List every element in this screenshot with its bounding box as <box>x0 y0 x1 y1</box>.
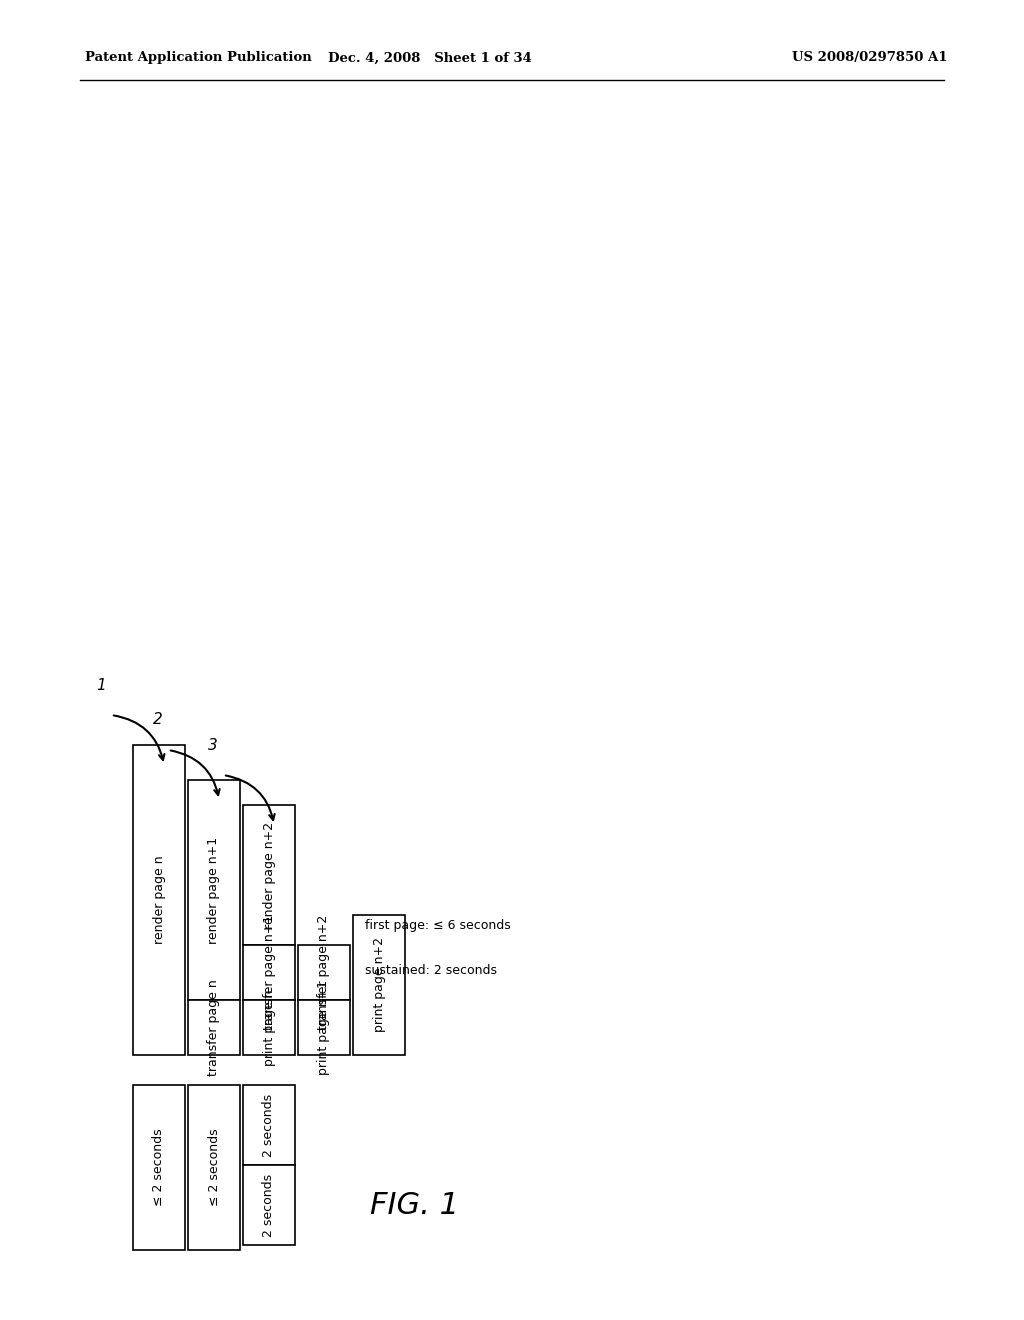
Text: transfer page n+1: transfer page n+1 <box>262 915 275 1030</box>
Text: print page n+2: print page n+2 <box>373 937 385 1032</box>
Bar <box>188 1001 240 1055</box>
Text: print page n+1: print page n+1 <box>317 979 331 1074</box>
Text: 1: 1 <box>96 677 105 693</box>
Bar <box>188 780 240 1001</box>
Bar <box>243 945 295 1001</box>
Text: 2 seconds: 2 seconds <box>262 1173 275 1237</box>
Text: sustained: 2 seconds: sustained: 2 seconds <box>365 964 497 977</box>
Bar <box>243 1166 295 1245</box>
Text: render page n+1: render page n+1 <box>208 837 220 944</box>
Bar <box>243 1001 295 1055</box>
Bar <box>188 1085 240 1250</box>
Text: FIG. 1: FIG. 1 <box>370 1191 459 1220</box>
Bar <box>243 805 295 945</box>
Text: transfer page n: transfer page n <box>208 979 220 1076</box>
Bar <box>133 1085 185 1250</box>
Bar <box>298 945 350 1001</box>
Text: US 2008/0297850 A1: US 2008/0297850 A1 <box>793 51 948 65</box>
Text: ≤ 2 seconds: ≤ 2 seconds <box>153 1129 166 1206</box>
Text: Patent Application Publication: Patent Application Publication <box>85 51 311 65</box>
Text: 3: 3 <box>208 738 218 752</box>
Text: render page n+2: render page n+2 <box>262 821 275 928</box>
Text: 2 seconds: 2 seconds <box>262 1093 275 1156</box>
Text: 2: 2 <box>154 713 163 727</box>
Bar <box>243 1085 295 1166</box>
Text: print page n: print page n <box>262 989 275 1065</box>
Text: render page n: render page n <box>153 855 166 944</box>
Text: Dec. 4, 2008   Sheet 1 of 34: Dec. 4, 2008 Sheet 1 of 34 <box>328 51 531 65</box>
Bar <box>133 744 185 1055</box>
Bar <box>353 915 406 1055</box>
Text: ≤ 2 seconds: ≤ 2 seconds <box>208 1129 220 1206</box>
Bar <box>298 1001 350 1055</box>
Text: first page: ≤ 6 seconds: first page: ≤ 6 seconds <box>365 919 511 932</box>
Text: transfer page n+2: transfer page n+2 <box>317 915 331 1030</box>
